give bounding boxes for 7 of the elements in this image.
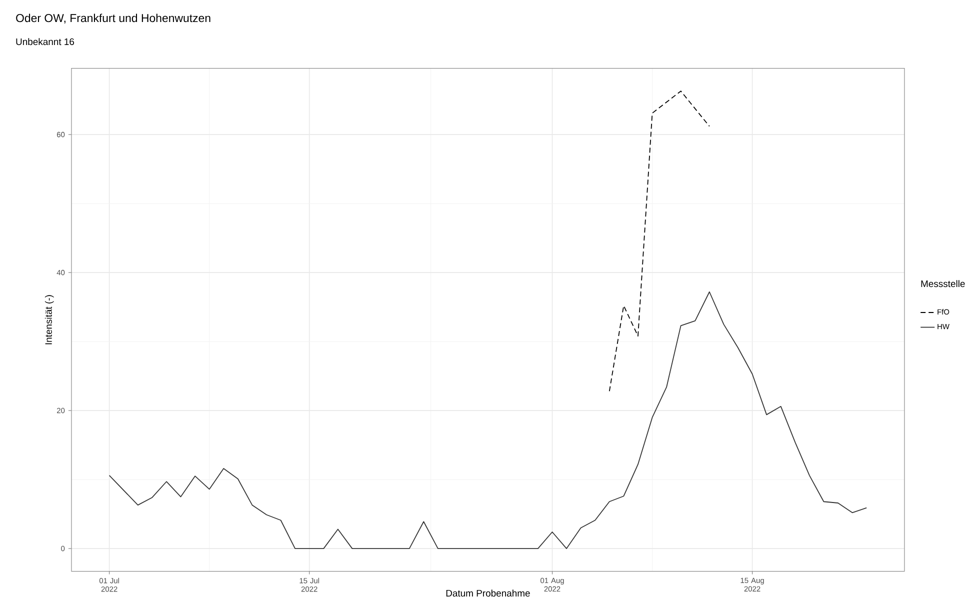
line-series bbox=[608, 90, 710, 392]
legend-title: Messstelle bbox=[921, 280, 965, 288]
y-axis-title: Intensität (-) bbox=[44, 295, 54, 344]
x-axis-title: Datum Probenahme bbox=[446, 590, 530, 597]
line-series bbox=[108, 291, 868, 549]
chart-subtitle: Unbekannt 16 bbox=[16, 38, 74, 46]
chart-title: Oder OW, Frankfurt und Hohenwutzen bbox=[16, 14, 210, 24]
